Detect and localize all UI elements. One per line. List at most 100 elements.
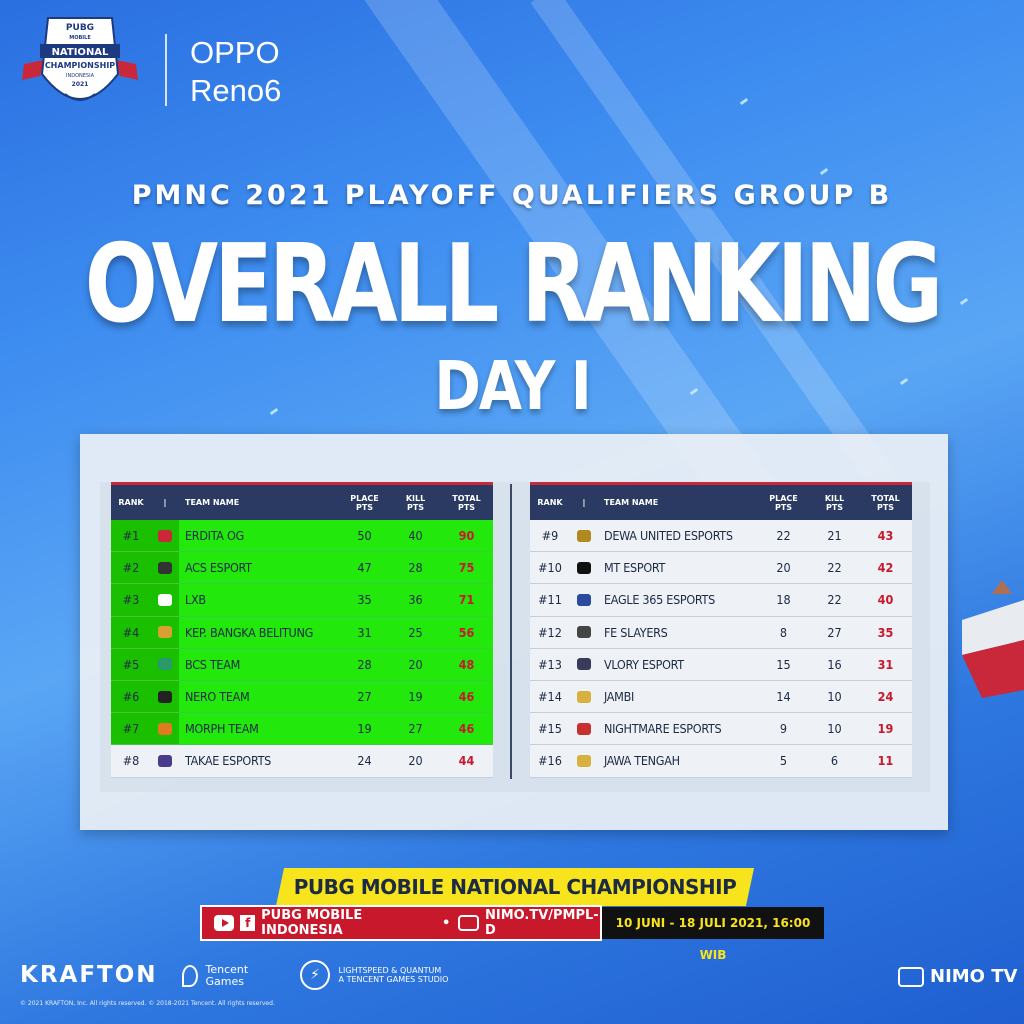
kill-pts-cell: 22 bbox=[827, 592, 842, 608]
nimo-tv-logo: NIMO TV bbox=[898, 966, 1017, 987]
youtube-icon bbox=[214, 915, 235, 931]
rank-cell: #11 bbox=[538, 592, 562, 608]
table-body: #9 DEWA UNITED ESPORTS 22 21 43 #10 MT ESPORT 2… bbox=[530, 520, 912, 778]
team-logo-mark bbox=[577, 754, 591, 767]
header-total-pts: TOTAL PTS bbox=[871, 493, 900, 512]
team-logo-mark bbox=[577, 529, 591, 542]
place-pts-cell: 35 bbox=[357, 592, 372, 608]
place-pts-cell: 24 bbox=[357, 753, 372, 769]
team-logo-mark bbox=[158, 561, 172, 574]
team-logo-icon bbox=[570, 649, 598, 680]
kill-pts-cell: 6 bbox=[830, 753, 839, 769]
total-pts-cell: 46 bbox=[458, 721, 475, 737]
total-pts-cell: 46 bbox=[458, 689, 475, 705]
oppo-reno6-logo: OPPO Reno6 bbox=[190, 34, 281, 110]
team-logo-mark bbox=[158, 658, 172, 671]
team-logo-mark bbox=[158, 529, 172, 542]
table-row: #2 ACS ESPORT 47 28 75 bbox=[111, 552, 493, 585]
nimo-tv-icon bbox=[898, 966, 924, 987]
team-logo-icon bbox=[570, 520, 598, 551]
team-logo-icon bbox=[570, 584, 598, 615]
total-pts-cell: 11 bbox=[877, 753, 894, 769]
header-rank: RANK bbox=[118, 498, 144, 507]
place-pts-cell: 47 bbox=[357, 560, 372, 576]
copyright-text: © 2021 KRAFTON, Inc. All rights reserved… bbox=[20, 1000, 275, 1007]
pmnc-logo-line-3: NATIONAL bbox=[52, 47, 109, 58]
kill-pts-cell: 25 bbox=[408, 624, 423, 640]
kill-pts-cell: 21 bbox=[827, 528, 842, 544]
table-row: #7 MORPH TEAM 19 27 46 bbox=[111, 713, 493, 746]
team-name-cell: LXB bbox=[185, 592, 206, 608]
team-logo-mark bbox=[158, 690, 172, 703]
place-pts-cell: 28 bbox=[357, 656, 372, 672]
indonesia-flag-decoration bbox=[952, 580, 1024, 700]
team-logo-icon bbox=[570, 552, 598, 583]
table-row: #14 JAMBI 14 10 24 bbox=[530, 680, 912, 714]
team-name-cell: VLORY ESPORT bbox=[604, 656, 684, 672]
tencent-icon bbox=[182, 965, 198, 987]
lightspeed-line-2: A TENCENT GAMES STUDIO bbox=[338, 975, 449, 984]
rank-cell: #16 bbox=[538, 753, 562, 769]
place-pts-cell: 22 bbox=[776, 528, 791, 544]
total-pts-cell: 44 bbox=[458, 753, 475, 769]
pmnc-logo-line-5: INDONESIA bbox=[66, 73, 95, 79]
team-name-cell: JAWA TENGAH bbox=[604, 753, 680, 769]
kill-pts-cell: 20 bbox=[408, 656, 423, 672]
header-kill-pts: KILL PTS bbox=[405, 493, 426, 512]
stream-info-bar: f PUBG MOBILE INDONESIA • NIMO.TV/PMPL-D bbox=[200, 905, 602, 941]
place-pts-cell: 27 bbox=[357, 689, 372, 705]
kill-pts-cell: 19 bbox=[408, 689, 423, 705]
table-row: #5 BCS TEAM 28 20 48 bbox=[111, 648, 493, 681]
kill-pts-cell: 40 bbox=[408, 528, 423, 544]
separator-dot: • bbox=[442, 915, 451, 931]
total-pts-cell: 19 bbox=[877, 721, 894, 737]
team-name-cell: ACS ESPORT bbox=[185, 560, 252, 576]
total-pts-cell: 35 bbox=[877, 624, 894, 640]
ranking-table-left: RANK | TEAM NAME PLACE PTS KILL PTS TOTAL P… bbox=[111, 482, 493, 778]
rank-cell: #1 bbox=[111, 520, 151, 552]
team-logo-mark bbox=[577, 593, 591, 606]
tencent-games-logo: Tencent Games bbox=[182, 964, 248, 988]
rank-cell: #4 bbox=[111, 616, 151, 648]
nimo-tv-icon bbox=[458, 915, 479, 931]
table-row: #8 TAKAE ESPORTS 24 20 44 bbox=[111, 745, 493, 778]
team-logo-icon bbox=[151, 648, 179, 680]
day-label: DAY I bbox=[434, 348, 591, 426]
team-name-cell: KEP. BANGKA BELITUNG bbox=[185, 624, 314, 640]
rank-cell: #3 bbox=[111, 584, 151, 616]
rank-cell: #13 bbox=[538, 656, 562, 672]
table-row: #3 LXB 35 36 71 bbox=[111, 584, 493, 617]
rank-cell: #7 bbox=[111, 713, 151, 745]
team-logo-icon bbox=[570, 745, 598, 776]
header-rank: RANK bbox=[537, 498, 563, 507]
place-pts-cell: 14 bbox=[776, 689, 791, 705]
rank-cell: #9 bbox=[541, 528, 559, 544]
kill-pts-cell: 10 bbox=[827, 721, 842, 737]
table-row: #1 ERDITA OG 50 40 90 bbox=[111, 520, 493, 553]
pmnc-logo-line-2: MOBILE bbox=[69, 35, 91, 41]
team-logo-mark bbox=[158, 626, 172, 639]
team-name-cell: JAMBI bbox=[604, 689, 635, 705]
total-pts-cell: 90 bbox=[458, 528, 475, 544]
team-logo-mark bbox=[158, 593, 172, 606]
tencent-line-2: Games bbox=[205, 975, 244, 988]
table-row: #9 DEWA UNITED ESPORTS 22 21 43 bbox=[530, 520, 912, 553]
place-pts-cell: 5 bbox=[779, 753, 788, 769]
team-logo-mark bbox=[577, 626, 591, 639]
rank-cell: #10 bbox=[538, 560, 562, 576]
table-divider bbox=[510, 484, 512, 779]
total-pts-cell: 43 bbox=[877, 528, 894, 544]
rank-cell: #8 bbox=[122, 753, 140, 769]
header-separator: | bbox=[582, 498, 586, 507]
ranking-table-right: RANK | TEAM NAME PLACE PTS KILL PTS TOTAL P… bbox=[530, 482, 912, 778]
kill-pts-cell: 20 bbox=[408, 753, 423, 769]
total-pts-cell: 48 bbox=[458, 656, 475, 672]
team-logo-icon bbox=[151, 745, 179, 776]
team-logo-mark bbox=[158, 722, 172, 735]
total-pts-cell: 42 bbox=[877, 560, 894, 576]
place-pts-cell: 18 bbox=[776, 592, 791, 608]
table-header: RANK | TEAM NAME PLACE PTS KILL PTS TOTAL P… bbox=[111, 482, 493, 520]
team-name-cell: NERO TEAM bbox=[185, 689, 250, 705]
table-row: #15 NIGHTMARE ESPORTS 9 10 19 bbox=[530, 713, 912, 746]
team-name-cell: BCS TEAM bbox=[185, 656, 241, 672]
